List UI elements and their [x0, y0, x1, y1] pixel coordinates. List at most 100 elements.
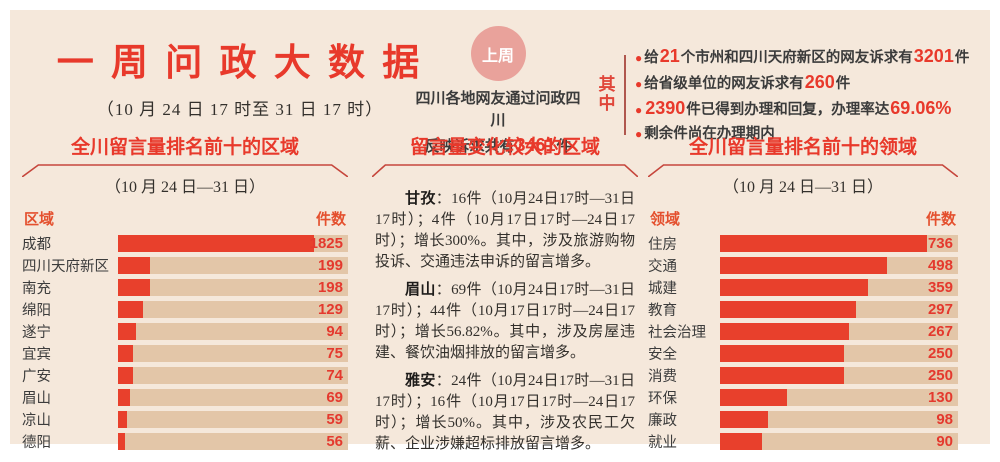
section-top10-domains: 全川留言量排名前十的领域 （10 月 24 日—31 日） 领域 件数 住房 73… — [648, 136, 958, 455]
row-label: 安全 — [648, 347, 677, 363]
chart-row: 成都 1825 — [22, 235, 348, 253]
bar-track: 199 — [118, 257, 348, 274]
lastweek-badge: 上周 — [470, 26, 526, 81]
text-segment: 反映诉求共有 — [424, 137, 515, 155]
row-value: 250 — [927, 345, 953, 362]
bar-track: 1825 — [118, 235, 348, 252]
row-label: 就业 — [648, 435, 677, 451]
highlight-number: 21 — [659, 46, 680, 66]
chart-row: 遂宁 94 — [22, 323, 348, 341]
bar-fill — [118, 235, 314, 252]
bar-fill — [720, 367, 844, 384]
highlight-number: 2390 — [645, 98, 686, 118]
bar-track: 129 — [118, 301, 348, 318]
bar-track: 250 — [720, 367, 958, 384]
row-value: 90 — [936, 433, 953, 450]
row-value: 498 — [927, 257, 953, 274]
row-label: 社会治理 — [648, 325, 706, 341]
summary-bullet: ● 剩余件尚在办理期内 — [635, 122, 969, 146]
bar-track: 498 — [720, 257, 958, 274]
row-value: 736 — [927, 235, 953, 252]
text-segment: 件 — [954, 50, 970, 66]
bar-track: 56 — [118, 433, 348, 450]
chart-row: 绵阳 129 — [22, 301, 348, 319]
row-value: 75 — [326, 345, 343, 362]
bar-track: 69 — [118, 389, 348, 406]
chart-row: 广安 74 — [22, 367, 348, 385]
row-value: 56 — [326, 433, 343, 450]
bar-fill — [720, 235, 928, 252]
row-value: 59 — [326, 411, 343, 428]
bar-fill — [720, 279, 868, 296]
bar-track: 74 — [118, 367, 348, 384]
region-name: 甘孜 — [405, 191, 436, 207]
bar-track: 736 — [720, 235, 958, 252]
page-title: 一 周 问 政 大 数 据 — [56, 43, 424, 84]
bar-chart-domains: 住房 736 交通 498 城建 359 教育 297 社会治理 267 安全 250 消费 250 环保 1… — [648, 235, 958, 451]
section-title: 全川留言量排名前十的领域 — [688, 137, 917, 158]
row-value: 359 — [927, 279, 953, 296]
section-title: 留言量变化较大的区域 — [409, 137, 600, 158]
row-value: 129 — [317, 301, 343, 318]
bar-fill — [720, 433, 762, 450]
chart-row: 安全 250 — [648, 345, 958, 363]
chart-row: 四川天府新区 199 — [22, 257, 348, 275]
bar-track: 198 — [118, 279, 348, 296]
row-label: 广安 — [22, 369, 51, 385]
summary-bullet: ● 2390件已得到办理和回复，办理率达69.06% — [635, 96, 969, 122]
brace-decoration — [22, 164, 348, 177]
row-label: 消费 — [648, 369, 677, 385]
bar-fill — [118, 279, 151, 296]
bullet-dot-icon: ● — [635, 103, 643, 117]
chart-row: 眉山 69 — [22, 389, 348, 407]
row-label: 交通 — [648, 259, 677, 275]
text-segment: 件已得到办理和回复，办理率达 — [686, 102, 890, 118]
chart-row: 德阳 56 — [22, 433, 348, 451]
bar-track: 250 — [720, 345, 958, 362]
row-label: 宜宾 — [22, 347, 51, 363]
bar-track: 75 — [118, 345, 348, 362]
among-label: 其中 — [598, 75, 616, 113]
row-label: 廉政 — [648, 413, 677, 429]
bar-track: 90 — [720, 433, 958, 450]
chart-row: 城建 359 — [648, 279, 958, 297]
row-label: 环保 — [648, 391, 677, 407]
bar-track: 267 — [720, 323, 958, 340]
bar-fill — [720, 411, 768, 428]
region-name: 雅安 — [405, 373, 436, 389]
bar-fill — [118, 323, 137, 340]
row-value: 1825 — [309, 235, 343, 252]
chart-row: 凉山 59 — [22, 411, 348, 429]
highlight-number: 260 — [804, 72, 835, 92]
bar-fill — [720, 323, 849, 340]
row-label: 四川天府新区 — [22, 259, 109, 275]
region-change-paragraph: 甘孜：16件（10月24日17时—31日17时）；4件（10月17日17时—24… — [375, 191, 635, 270]
row-label: 住房 — [648, 237, 677, 253]
row-label: 凉山 — [22, 413, 51, 429]
chart-row: 宜宾 75 — [22, 345, 348, 363]
chart-row: 就业 90 — [648, 433, 958, 451]
row-value: 267 — [927, 323, 953, 340]
page-subtitle: （10 月 24 日 17 时至 31 日 17 时） — [96, 100, 384, 119]
bar-fill — [720, 301, 856, 318]
bullet-dot-icon: ● — [635, 127, 643, 141]
brace-decoration — [372, 164, 638, 177]
row-label: 南充 — [22, 281, 51, 297]
highlight-number: 3461 — [515, 134, 556, 155]
region-change-paragraphs: 甘孜：16件（10月24日17时—31日17时）；4件（10月17日17时—24… — [372, 189, 638, 455]
chart-row: 廉政 98 — [648, 411, 958, 429]
section-date: （10 月 24 日—31 日） — [722, 179, 883, 196]
text-segment: 个市州和四川天府新区的网友诉求有 — [680, 50, 913, 66]
summary-bullet: ● 给21个市州和四川天府新区的网友诉求有3201件 — [635, 44, 969, 70]
row-value: 94 — [326, 323, 343, 340]
row-label: 德阳 — [22, 435, 51, 451]
row-value: 130 — [927, 389, 953, 406]
chart-row: 消费 250 — [648, 367, 958, 385]
row-label: 绵阳 — [22, 303, 51, 319]
header-title-block: 一 周 问 政 大 数 据 （10 月 24 日 17 时至 31 日 17 时… — [22, 32, 458, 120]
section-changed-regions: 留言量变化较大的区域 甘孜：16件（10月24日17时—31日17时）；4件（1… — [372, 136, 638, 462]
highlight-number: 3201 — [913, 46, 954, 66]
section-date: （10 月 24 日—31 日） — [104, 179, 265, 196]
row-label: 教育 — [648, 303, 677, 319]
bar-track: 297 — [720, 301, 958, 318]
